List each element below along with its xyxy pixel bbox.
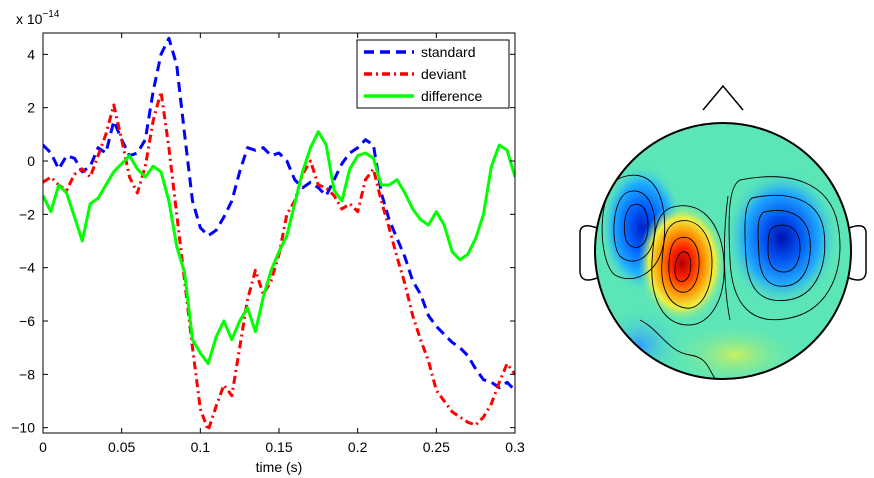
x-tick-label: 0.3: [505, 439, 525, 455]
contour-left-frontal-outer: [601, 174, 666, 280]
y-tick-label: 2: [27, 100, 35, 116]
legend-difference-label: difference: [421, 88, 482, 104]
contour-left-central-mid: [661, 220, 713, 309]
series-line-difference: [43, 130, 515, 366]
series-layer: [43, 36, 515, 432]
contour-left-frontal-inner: [623, 203, 649, 248]
y-tick-label: −4: [19, 260, 35, 276]
y-multiplier-base: x 10: [16, 11, 43, 27]
x-tick-label: 0.05: [108, 439, 135, 455]
x-tick-label: 0.2: [348, 439, 368, 455]
legend: standard deviant difference: [356, 39, 510, 109]
x-tick-label: 0.25: [423, 439, 450, 455]
y-tick-label: −8: [19, 366, 35, 382]
contour-right-central-inner: [757, 210, 811, 287]
topo-region-right-central: [724, 168, 840, 308]
y-multiplier-exponent: −14: [42, 9, 59, 20]
x-tick-label: 0: [39, 439, 47, 455]
y-tick-label: −2: [19, 206, 35, 222]
topo-region-left-central: [638, 203, 726, 323]
contour-center-cleft: [723, 195, 731, 321]
right-ear-outline: [848, 225, 867, 281]
topo-field: [595, 123, 851, 379]
tick-layer: 0 0.05 0.1 0.15 0.2 0.25 0.3 4 2 0 −2 −4 −6 −8 −10: [11, 33, 525, 455]
nose-outline: [702, 84, 744, 111]
contour-right-central-core: [767, 224, 801, 273]
x-axis-label: time (s): [256, 459, 303, 475]
topo-region-posterior: [665, 320, 805, 379]
x-tick-label: 0.1: [191, 439, 211, 455]
contour-right-central-outer: [728, 176, 841, 321]
y-multiplier-label: x 10−14: [16, 9, 60, 27]
contour-right-central-mid: [744, 194, 826, 302]
head-outline: [594, 122, 852, 380]
legend-deviant-label: deviant: [421, 66, 466, 82]
contour-left-central-inner: [668, 236, 700, 293]
contour-left-central-outer: [651, 205, 725, 326]
y-tick-label: 0: [27, 153, 35, 169]
legend-standard-label: standard: [421, 44, 475, 60]
y-tick-label: −6: [19, 313, 35, 329]
left-ear-outline: [579, 225, 598, 281]
x-tick-label: 0.15: [265, 439, 292, 455]
contour-left-central-core: [674, 251, 692, 282]
contour-left-frontal-mid: [613, 190, 656, 262]
y-tick-label: −10: [11, 420, 35, 436]
scalp-topography-map: [579, 84, 867, 380]
y-tick-label: 4: [27, 46, 35, 62]
contour-lower-wave: [639, 319, 719, 379]
erp-line-chart: 0 0.05 0.1 0.15 0.2 0.25 0.3 4 2 0 −2 −4 −6 −8 −10 x 1…: [11, 9, 525, 475]
